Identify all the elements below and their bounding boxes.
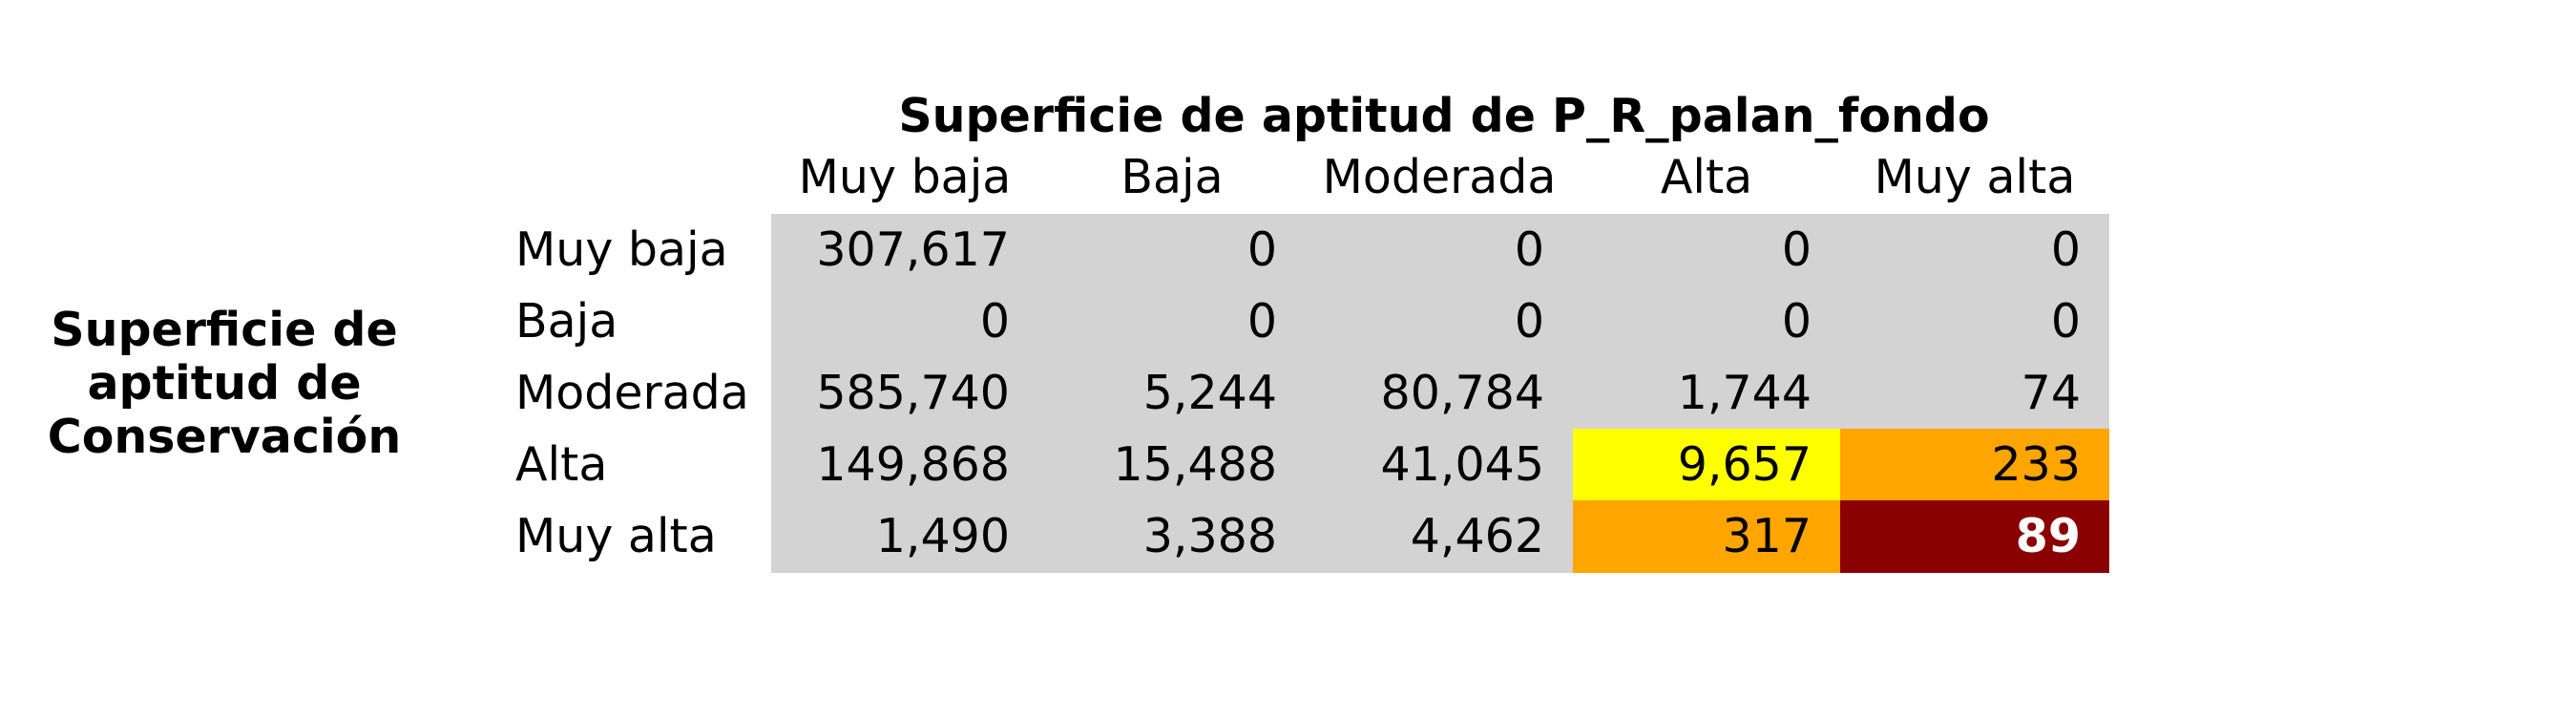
column-header: Muy baja: [798, 150, 1012, 204]
table-cell: 0: [771, 285, 1038, 358]
column-header: Baja: [1120, 150, 1224, 204]
table-title: Superficie de aptitud de P_R_palan_fondo: [898, 89, 1990, 143]
table-cell: 1,490: [771, 500, 1038, 573]
row-label: Moderada: [515, 366, 749, 420]
row-label: Alta: [515, 437, 608, 492]
row-axis-title-line: Conservación: [47, 410, 402, 464]
table-cell: 317: [1573, 500, 1840, 573]
column-header: Alta: [1660, 150, 1753, 204]
table-cell: 585,740: [771, 357, 1038, 430]
table-cell: 1,744: [1573, 357, 1840, 430]
table-cell: 41,045: [1306, 429, 1573, 501]
row-axis-title-line: aptitud de: [87, 356, 362, 411]
row-label: Muy alta: [515, 509, 717, 563]
table-cell: 80,784: [1306, 357, 1573, 430]
table-cell: 0: [1573, 285, 1840, 358]
table-cell: 0: [1573, 214, 1840, 286]
table-cell: 15,488: [1038, 429, 1306, 501]
table-cell: 0: [1840, 285, 2109, 358]
column-header: Muy alta: [1874, 150, 2076, 204]
table-cell: 0: [1038, 285, 1306, 358]
column-header: Moderada: [1322, 150, 1557, 204]
table-cell: 3,388: [1038, 500, 1306, 573]
row-label: Muy baja: [515, 222, 728, 277]
table-cell: 307,617: [771, 214, 1038, 286]
table-cell: 0: [1306, 214, 1573, 286]
table-cell: 89: [1840, 500, 2109, 573]
table-cell: 5,244: [1038, 357, 1306, 430]
row-axis-title: Superficie de aptitud de Conservación: [0, 304, 449, 464]
row-label: Baja: [515, 294, 618, 349]
table-cell: 0: [1840, 214, 2109, 286]
table-cell: 4,462: [1306, 500, 1573, 573]
row-axis-title-line: Superficie de: [51, 303, 398, 357]
table-cell: 74: [1840, 357, 2109, 430]
table-cell: 233: [1840, 429, 2109, 501]
table-cell: 9,657: [1573, 429, 1840, 501]
table-cell: 149,868: [771, 429, 1038, 501]
table-cell: 0: [1038, 214, 1306, 286]
table-cell: 0: [1306, 285, 1573, 358]
